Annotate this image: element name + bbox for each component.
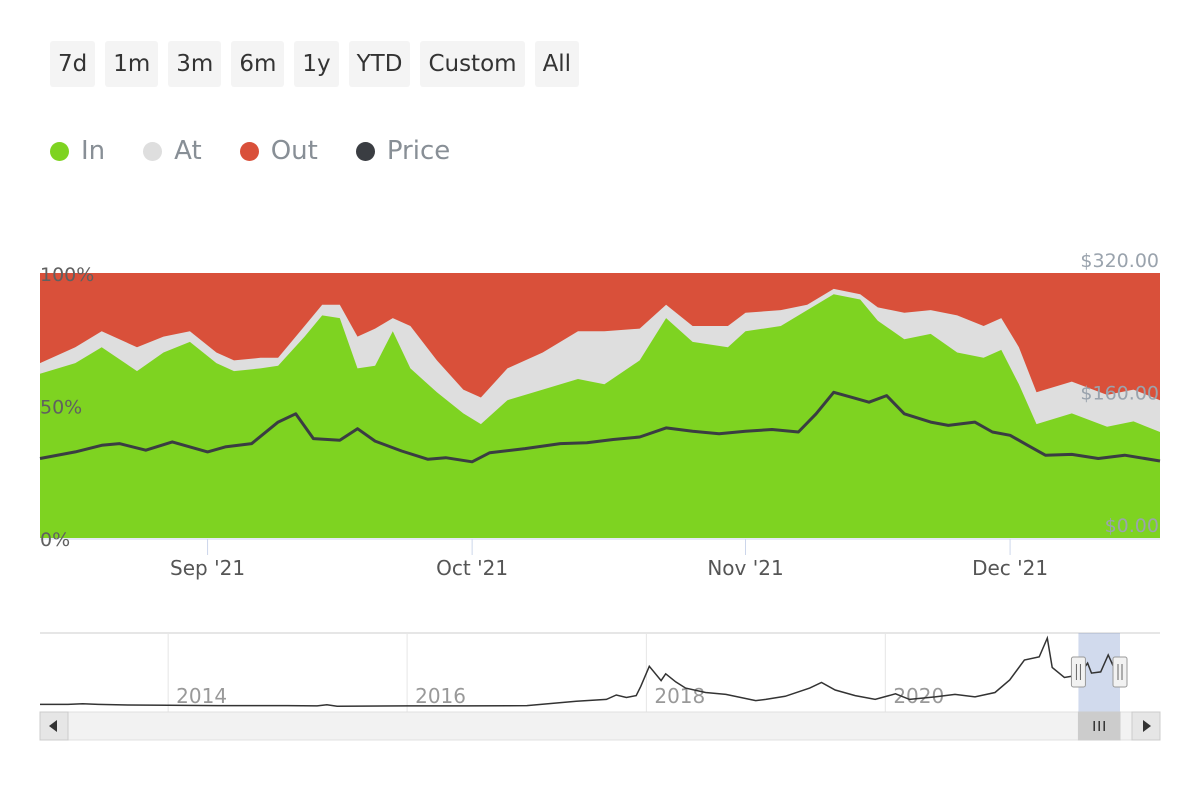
navigator-year-label: 2016 [415, 684, 466, 708]
navigator-handle-left[interactable] [1070, 656, 1086, 688]
legend-item-at[interactable]: At [143, 136, 202, 166]
x-tick-label: Sep '21 [170, 556, 245, 580]
legend-marker-out [239, 141, 259, 161]
y-right-tick-label: $320.00 [1080, 250, 1159, 272]
legend-label: Out [270, 136, 318, 166]
right-arrow-icon [1143, 720, 1151, 732]
legend-marker-in [50, 141, 69, 161]
y-left-tick-label: 0% [40, 529, 70, 551]
legend-marker-at [143, 141, 163, 161]
range-button-1y[interactable]: 1y [294, 41, 339, 87]
range-selector: 7d 1m 3m 6m 1y YTD Custom All [50, 41, 580, 87]
range-button-3m[interactable]: 3m [168, 41, 222, 87]
range-button-all[interactable]: All [534, 41, 580, 87]
range-button-custom[interactable]: Custom [420, 41, 525, 87]
navigator-year-label: 2018 [654, 684, 705, 708]
x-tick-label: Dec '21 [972, 556, 1048, 580]
x-tick-label: Oct '21 [436, 556, 508, 580]
left-arrow-icon [49, 720, 57, 732]
y-right-tick-label: $160.00 [1080, 383, 1159, 405]
x-tick-label: Nov '21 [707, 556, 783, 580]
navigator-series-line [40, 635, 1121, 708]
scrollbar-right-button[interactable] [1131, 711, 1161, 741]
legend-item-price[interactable]: Price [355, 136, 451, 166]
legend-label: Price [386, 136, 451, 166]
legend-marker-price [355, 141, 375, 161]
navigator-year-label: 2014 [176, 684, 227, 708]
legend-item-out[interactable]: Out [239, 136, 318, 166]
range-button-7d[interactable]: 7d [50, 41, 96, 87]
scrollbar-track[interactable] [39, 711, 1161, 741]
legend-label: At [174, 136, 202, 166]
price-line [39, 390, 1161, 464]
y-left-tick-label: 50% [40, 397, 82, 419]
range-button-1m[interactable]: 1m [105, 41, 159, 87]
range-button-6m[interactable]: 6m [231, 41, 285, 87]
y-right-tick-label: $0.00 [1105, 515, 1159, 537]
legend-item-in[interactable]: In [50, 136, 105, 166]
range-button-ytd[interactable]: YTD [348, 41, 411, 87]
navigator-handle-right[interactable] [1112, 656, 1128, 688]
y-left-tick-label: 100% [40, 264, 94, 286]
legend-label: In [81, 136, 106, 166]
in-area [40, 294, 1160, 538]
chart-legend: In At Out Price [50, 132, 450, 170]
